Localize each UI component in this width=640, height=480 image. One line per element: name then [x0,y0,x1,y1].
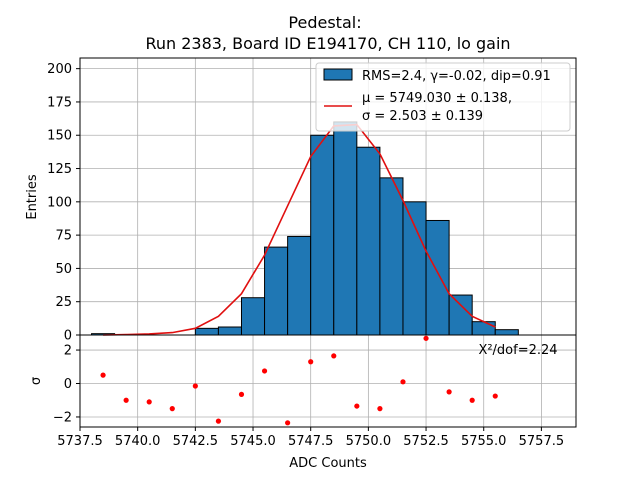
residual-point [308,359,314,365]
residual-y-tick-label: 0 [64,377,72,392]
residual-x-ticks: 5737.5 5740.0 5742.5 5745.0 5747.5 5750.0 5752… [57,427,564,449]
histogram-bar [310,134,335,336]
residual-y-tick-label: 2 [64,344,72,359]
legend-patch-histogram [323,68,353,81]
residual-point [123,397,129,403]
residual-point [423,335,429,341]
residual-point [377,406,383,412]
residual-point [215,418,222,424]
residual-annotation: X²/dof=2.24 [478,343,557,358]
x-axis-label: ADC Counts [289,456,367,471]
histogram-bar [240,297,266,336]
histogram-bar [194,327,219,336]
legend-box [315,62,571,132]
legend-label-histogram: RMS=2.4, γ=-0.02, dip=0.91 [362,69,551,84]
x-tick-label: 5740.0 [115,434,161,449]
residual-point [469,397,475,403]
legend: RMS=2.4, γ=-0.02, dip=0.91 μ = 5749.030 … [315,62,571,132]
histogram-y-tick-label: 25 [55,295,72,310]
histogram-y-tick-label: 50 [55,262,72,277]
residual-point [331,353,337,359]
x-tick-label: 5737.5 [57,434,103,449]
x-tick-label: 5755.0 [461,434,507,449]
histogram-y-tick-label: 150 [47,129,72,144]
x-tick-label: 5742.5 [173,434,219,449]
x-tick-label: 5750.0 [346,434,392,449]
residual-point [261,368,268,374]
residual-points [100,335,498,426]
residual-point [146,399,152,405]
fit-curve [103,123,496,336]
x-tick-label: 5757.5 [519,434,565,449]
residual-plot-frame [79,334,577,428]
histogram-bar [448,294,473,336]
histogram-y-tick-label: 200 [47,62,72,77]
histogram-bar [217,326,242,336]
chart-title-line-1: Pedestal: [288,13,361,32]
histogram-y-tick-label: 0 [64,329,72,344]
x-tick-label: 5745.0 [230,434,276,449]
histogram-bar [471,321,496,336]
residual-point [238,391,245,397]
legend-label-fit-line-2: σ = 2.503 ± 0.139 [362,109,483,124]
histogram-bar [264,246,289,336]
x-tick-label: 5747.5 [288,434,334,449]
histogram-y-axis-label: Entries [25,174,40,220]
residual-gridlines [79,335,576,427]
histogram-bar [333,121,358,336]
histogram-bar [356,146,381,336]
residual-point [285,420,291,426]
histogram-bars [91,121,519,336]
histogram-bar [402,201,427,336]
histogram-bar [425,219,450,336]
residual-point [354,403,360,409]
residual-y-ticks: −2 0 2 [53,344,80,425]
residual-point [446,389,452,395]
residual-point [492,393,498,399]
histogram-y-tick-label: 75 [55,229,72,244]
legend-label-fit-line-1: μ = 5749.030 ± 0.138, [362,91,512,106]
residual-point [192,383,198,389]
histogram-bar [379,177,404,336]
chart-title-line-2: Run 2383, Board ID E194170, CH 110, lo g… [145,34,510,53]
histogram-y-ticks: 0 25 50 75 100 125 150 175 200 [47,62,80,344]
residual-point [100,372,106,378]
histogram-y-tick-label: 100 [47,195,72,210]
histogram-y-tick-label: 175 [47,95,72,110]
x-tick-label: 5752.5 [403,434,449,449]
residual-point [169,406,175,412]
residual-point [400,379,406,385]
residual-y-axis-label: σ [29,377,44,385]
residual-y-tick-label: −2 [53,410,72,425]
histogram-bar [494,329,519,336]
histogram-y-tick-label: 125 [47,162,72,177]
histogram-bar [287,235,312,336]
